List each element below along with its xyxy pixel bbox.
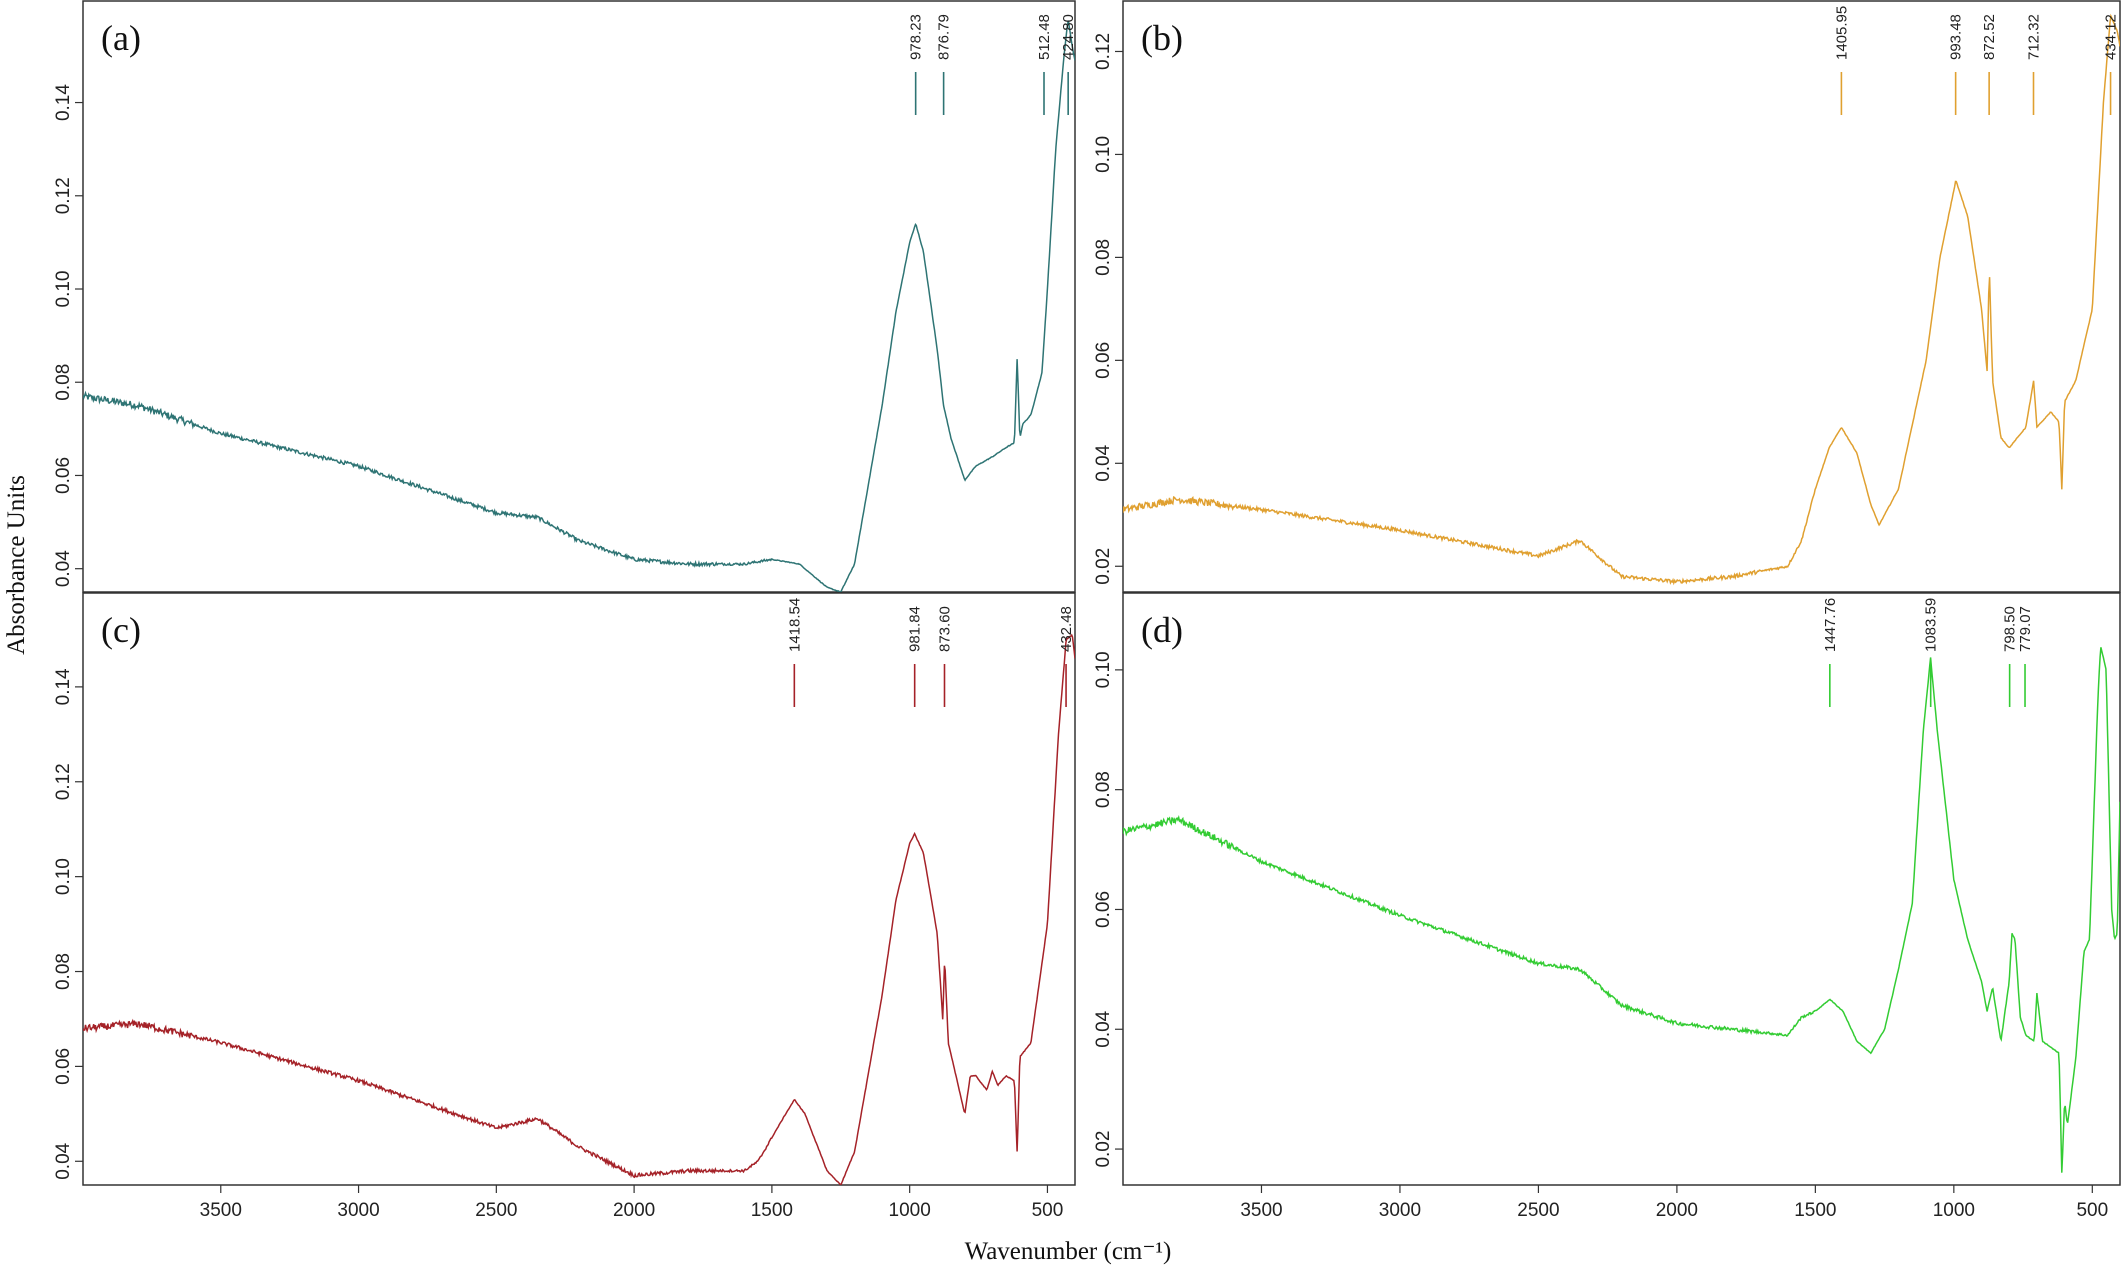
- y-tick-label: 0.08: [1093, 771, 1114, 808]
- x-tick-label: 3500: [200, 1200, 242, 1221]
- peak-label: 993.48: [1948, 14, 1965, 60]
- peak-label: 512.48: [1036, 14, 1053, 60]
- x-tick-label: 3000: [337, 1200, 379, 1221]
- x-tick-label: 2500: [1517, 1200, 1559, 1221]
- panel-4: (d) 0.02 0.04 0.06 0.08 0.10 3500 3000 2500 2000 1…: [1093, 592, 2121, 1221]
- peak-label: 798.50: [2002, 606, 2019, 652]
- y-tick-label: 0.06: [53, 1048, 74, 1085]
- y-tick-label: 0.04: [1093, 444, 1114, 481]
- peak-label: 978.23: [908, 14, 925, 60]
- y-tick-label: 0.06: [53, 457, 74, 494]
- panels: (a) 0.04 0.06 0.08 0.10 0.12 0.14 978.23 876.79 5…: [53, 0, 2121, 1221]
- y-tick-label: 0.04: [1093, 1010, 1114, 1047]
- y-tick-label: 0.02: [1093, 548, 1114, 585]
- y-tick-label: 0.08: [53, 364, 74, 401]
- y-tick-label: 0.10: [1093, 651, 1114, 688]
- x-tick-label: 1000: [1933, 1200, 1975, 1221]
- peak-label: 1405.95: [1833, 6, 1850, 60]
- x-tick-label: 500: [2076, 1200, 2108, 1221]
- x-tick-label: 2000: [613, 1200, 655, 1221]
- peak-label: 876.79: [936, 14, 953, 60]
- y-tick-label: 0.08: [1093, 239, 1114, 276]
- peak-label: 981.84: [907, 606, 924, 652]
- panel-label: (c): [101, 610, 141, 650]
- y-tick-label: 0.10: [53, 271, 74, 308]
- y-tick-label: 0.04: [53, 1142, 74, 1179]
- panel-2: (b) 0.02 0.04 0.06 0.08 0.10 0.12 1405.95 993.48…: [1093, 0, 2121, 593]
- y-tick-label: 0.02: [1093, 1131, 1114, 1168]
- panel-frame: [82, 0, 1076, 593]
- y-tick-label: 0.14: [53, 668, 74, 705]
- peak-label: 432.48: [1058, 606, 1075, 652]
- peak-label: 872.52: [1981, 14, 1998, 60]
- panel-label: (d): [1141, 610, 1183, 650]
- panel-label: (a): [101, 18, 141, 58]
- peak-label: 712.32: [2026, 14, 2043, 60]
- spectrum-line: [83, 20, 1075, 592]
- y-tick-label: 0.12: [1093, 33, 1114, 70]
- spectrum-line: [1123, 13, 2120, 586]
- y-tick-label: 0.12: [53, 763, 74, 800]
- x-tick-label: 1000: [889, 1200, 931, 1221]
- panel-3: (c) 0.04 0.06 0.08 0.10 0.12 0.14 3500 3000 2500 2…: [53, 592, 1076, 1221]
- spectrum-line: [1123, 647, 2120, 1173]
- y-tick-label: 0.10: [53, 858, 74, 895]
- x-tick-label: 500: [1032, 1200, 1064, 1221]
- peak-label: 1418.54: [786, 598, 803, 652]
- peak-label: 1083.59: [1923, 598, 1940, 652]
- x-tick-label: 3500: [1240, 1200, 1282, 1221]
- y-tick-label: 0.06: [1093, 342, 1114, 379]
- y-tick-label: 0.12: [53, 177, 74, 214]
- y-tick-label: 0.06: [1093, 891, 1114, 928]
- y-axis-title: Absorbance Units: [3, 475, 30, 655]
- panel-label: (b): [1141, 18, 1183, 58]
- y-tick-label: 0.08: [53, 953, 74, 990]
- x-tick-label: 1500: [751, 1200, 793, 1221]
- x-tick-label: 2000: [1656, 1200, 1698, 1221]
- panel-frame: [1122, 0, 2121, 593]
- y-tick-label: 0.04: [53, 550, 74, 587]
- x-tick-label: 2500: [475, 1200, 517, 1221]
- panel-frame: [82, 592, 1076, 1186]
- x-axis-title: Wavenumber (cm⁻¹): [965, 1238, 1172, 1265]
- panel-1: (a) 0.04 0.06 0.08 0.10 0.12 0.14 978.23 876.79 5…: [53, 0, 1077, 593]
- x-tick-label: 3000: [1379, 1200, 1421, 1221]
- peak-label: 434.12: [2103, 14, 2120, 60]
- y-tick-label: 0.14: [53, 84, 74, 121]
- peak-label: 1447.76: [1822, 598, 1839, 652]
- peak-label: 873.60: [936, 606, 953, 652]
- spectrum-line: [83, 633, 1075, 1185]
- x-tick-label: 1500: [1794, 1200, 1836, 1221]
- panel-frame: [1122, 592, 2121, 1186]
- peak-label: 779.07: [2017, 606, 2034, 652]
- peak-label: 424.80: [1060, 14, 1077, 60]
- y-tick-label: 0.10: [1093, 136, 1114, 173]
